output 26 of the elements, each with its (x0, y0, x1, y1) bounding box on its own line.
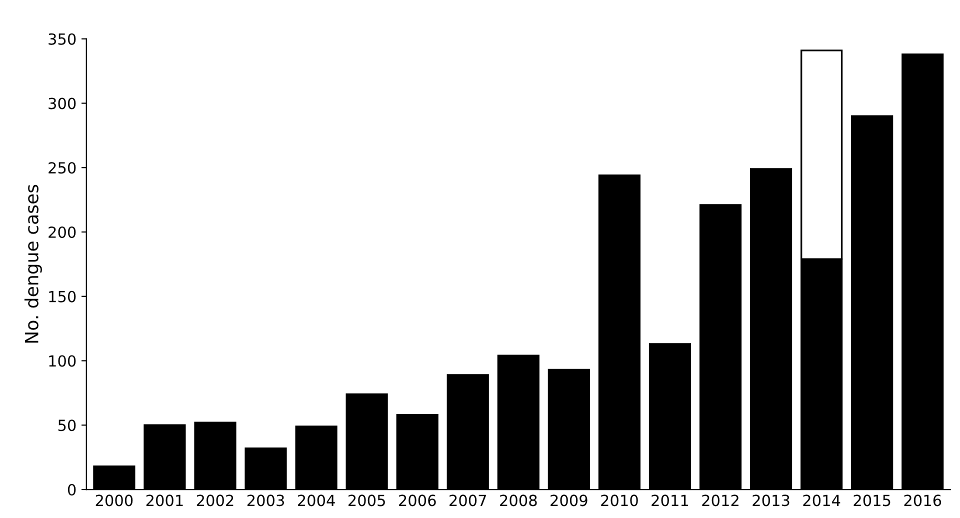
x-tick-label: 2011 (652, 494, 688, 506)
y-tick-label: 350 (48, 33, 76, 45)
x-tick-label: 2015 (854, 494, 890, 506)
x-tick-label: 2007 (450, 494, 486, 506)
y-tick-label: 200 (48, 226, 76, 238)
x-tick-label: 2004 (298, 494, 335, 506)
x-tick-label: 2016 (904, 494, 942, 506)
y-tick-label: 150 (49, 290, 76, 302)
x-tick-label: 2005 (348, 494, 385, 506)
x-tick-label: 2012 (702, 494, 738, 506)
y-tick-label: 50 (58, 420, 76, 432)
y-tick-label: 100 (49, 355, 76, 367)
x-tick-label: 2013 (752, 494, 790, 506)
y-tick-label: 300 (48, 98, 76, 110)
y-tick-label: 250 (48, 162, 76, 174)
x-tick-label: 2010 (601, 494, 638, 506)
x-tick-label: 2003 (247, 494, 284, 506)
x-tick-label: 2002 (196, 494, 234, 506)
x-tick-label: 2001 (146, 494, 183, 506)
x-tick-label: 2006 (399, 494, 436, 506)
x-tick-label: 2014 (803, 494, 840, 506)
x-tick-label: 2009 (550, 494, 588, 506)
y-axis-title: No. dengue cases (24, 184, 42, 343)
x-tick-label: 2008 (500, 494, 537, 506)
x-tick-label: 2000 (96, 494, 133, 506)
y-tick-label: 0 (68, 484, 76, 496)
